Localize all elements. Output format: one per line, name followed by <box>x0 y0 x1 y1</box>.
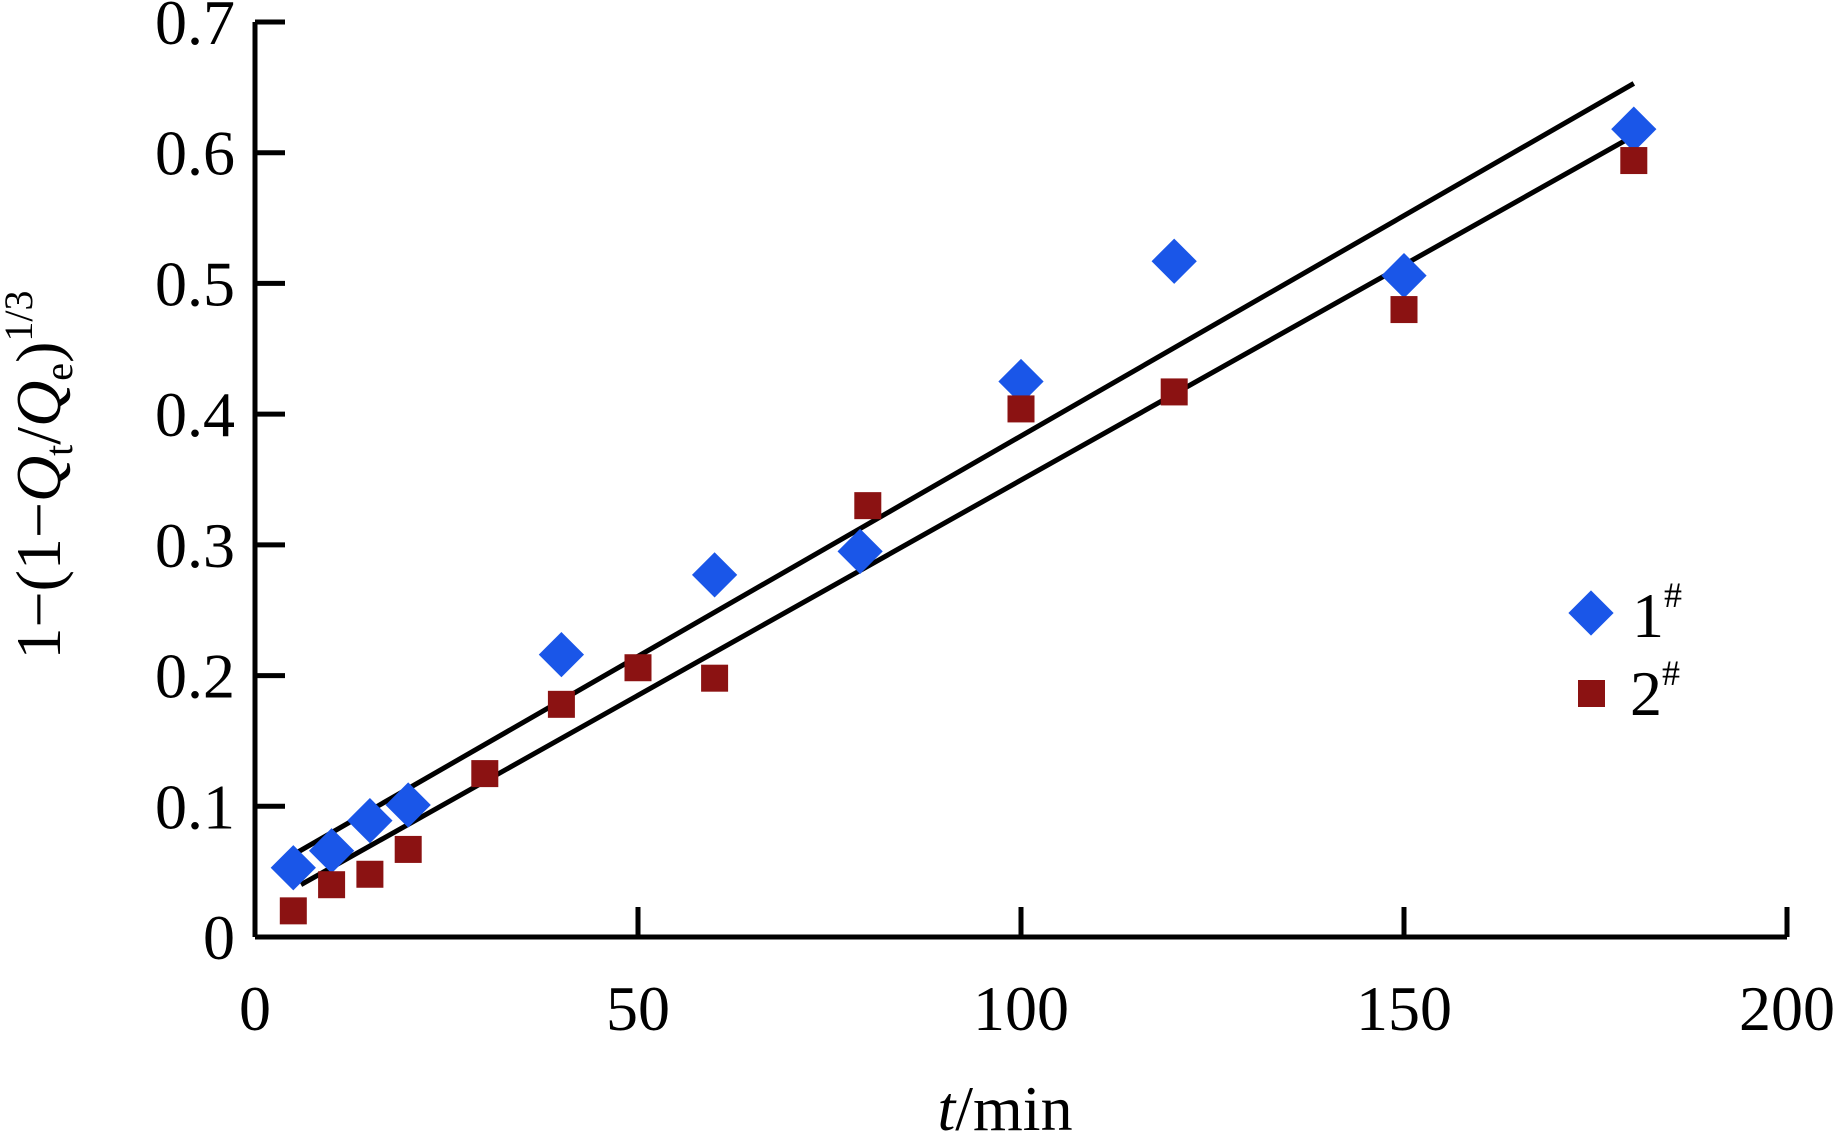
data-point-series-2 <box>1007 395 1035 423</box>
fit-line <box>292 81 1636 857</box>
y-tick-label: 0.5 <box>155 248 235 319</box>
x-axis-title: t/min <box>937 1073 1072 1133</box>
data-points <box>270 106 1657 925</box>
data-point-series-2 <box>1620 147 1648 175</box>
data-point-series-1 <box>691 552 738 598</box>
legend-label: 2# <box>1630 653 1680 729</box>
legend-marker-square <box>1578 680 1605 707</box>
data-point-series-2 <box>279 897 307 925</box>
x-tick-label: 150 <box>1356 973 1452 1044</box>
data-point-series-1 <box>538 632 585 678</box>
y-tick-label: 0 <box>203 902 235 973</box>
legend-marker-diamond <box>1568 590 1614 636</box>
data-point-series-1 <box>1381 252 1427 299</box>
y-tick-label: 0.6 <box>155 118 235 189</box>
ticks: 0 0.1 0.2 0.3 0.4 0.5 0.6 0.7 0 50 100 150 200 <box>155 0 1835 1044</box>
data-point-series-2 <box>1160 378 1188 406</box>
legend-item-2: 2# <box>1578 653 1680 729</box>
fit-line <box>299 133 1636 887</box>
data-point-series-2 <box>318 871 346 899</box>
y-tick-label: 0.2 <box>155 641 235 712</box>
data-point-series-1 <box>308 828 355 874</box>
data-point-series-2 <box>394 835 422 863</box>
x-tick-label: 0 <box>239 973 271 1044</box>
y-tick-label: 0.7 <box>155 0 235 58</box>
y-tick-label: 0.3 <box>155 510 235 581</box>
data-point-series-2 <box>1390 296 1418 324</box>
y-tick-label: 0.4 <box>155 379 235 450</box>
y-tick-label: 0.1 <box>155 771 235 842</box>
fit-lines <box>292 81 1636 887</box>
x-tick-label: 50 <box>606 973 670 1044</box>
legend-item-1: 1# <box>1568 575 1682 651</box>
x-tick-label: 100 <box>973 973 1069 1044</box>
y-axis-title: 1−(1−Qt/Qe)1/3 <box>0 290 81 659</box>
data-point-series-2 <box>547 690 575 718</box>
data-point-series-2 <box>701 664 729 692</box>
legend: 1# 2# <box>1568 575 1682 729</box>
data-point-series-2 <box>471 760 499 788</box>
data-point-series-2 <box>356 860 384 888</box>
data-point-series-1 <box>1151 238 1197 284</box>
x-tick-label: 200 <box>1739 973 1835 1044</box>
data-point-series-2 <box>854 492 882 520</box>
data-point-series-2 <box>624 654 652 682</box>
legend-label: 1# <box>1632 575 1682 651</box>
data-point-series-1 <box>270 845 316 891</box>
